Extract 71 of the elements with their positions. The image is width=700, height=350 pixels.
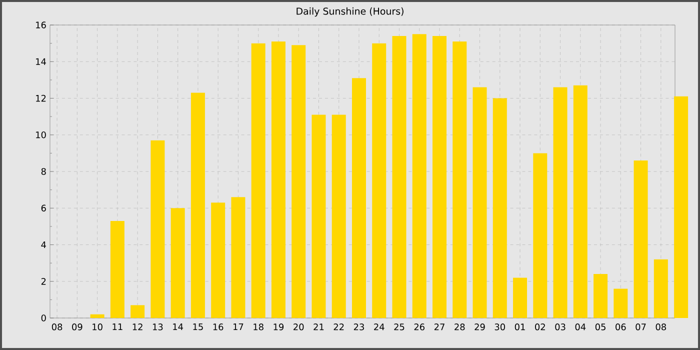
x-tick-label: 26 xyxy=(414,324,425,330)
bar xyxy=(170,208,185,318)
y-tick-label: 14 xyxy=(36,58,46,65)
bar xyxy=(513,278,528,318)
bar xyxy=(292,45,306,318)
bar xyxy=(674,96,688,318)
bar xyxy=(634,160,648,318)
x-tick-label: 19 xyxy=(274,324,284,330)
bar xyxy=(150,140,165,318)
bar xyxy=(472,87,487,318)
x-tick-label: 23 xyxy=(354,324,364,330)
x-tick-label: 25 xyxy=(394,324,404,330)
bar xyxy=(332,114,346,318)
y-tick-label: 12 xyxy=(36,94,46,102)
y-tick-label: 10 xyxy=(36,131,46,138)
bar xyxy=(412,34,426,318)
bar xyxy=(492,98,507,318)
x-tick-label: 10 xyxy=(92,324,102,330)
bar xyxy=(130,305,145,318)
x-tick-label: 08 xyxy=(52,324,62,330)
bar xyxy=(110,220,124,318)
bar xyxy=(211,202,226,318)
x-tick-label: 29 xyxy=(474,324,485,330)
x-tick-label: 02 xyxy=(535,324,545,330)
chart-title: Daily Sunshine (Hours) xyxy=(296,7,404,17)
bar xyxy=(190,92,205,318)
x-tick-label: 18 xyxy=(254,324,264,330)
y-tick-label: 8 xyxy=(41,168,46,175)
x-tick-label: 20 xyxy=(294,324,304,330)
x-tick-label: 03 xyxy=(555,324,566,330)
x-tick-label: 24 xyxy=(374,324,384,330)
bar xyxy=(533,153,548,318)
x-tick-label: 27 xyxy=(434,324,444,330)
y-tick-label: 2 xyxy=(41,278,46,285)
x-tick-label: 09 xyxy=(72,324,82,330)
y-tick-label: 0 xyxy=(41,314,46,322)
x-tick-label: 06 xyxy=(616,324,626,330)
x-tick-label: 15 xyxy=(193,324,203,330)
bar xyxy=(90,314,104,318)
bar xyxy=(392,36,406,318)
x-tick-label: 17 xyxy=(233,324,244,330)
bar xyxy=(231,197,246,318)
bar xyxy=(594,274,608,318)
x-tick-label: 05 xyxy=(595,324,606,330)
y-tick-label: 6 xyxy=(41,204,46,212)
x-tick-label: 11 xyxy=(112,324,122,330)
x-tick-label: 16 xyxy=(213,324,224,330)
bar xyxy=(573,85,588,318)
x-tick-label: 21 xyxy=(314,324,324,330)
x-tick-label: 01 xyxy=(514,324,525,330)
x-tick-label: 04 xyxy=(575,324,586,330)
y-tick-label: 4 xyxy=(41,241,46,248)
x-tick-label: 13 xyxy=(152,324,163,330)
bar xyxy=(553,87,568,318)
bar xyxy=(352,78,366,318)
bar xyxy=(452,41,467,318)
x-tick-label: 30 xyxy=(494,324,505,330)
bar xyxy=(432,36,447,318)
x-tick-label: 12 xyxy=(132,324,142,330)
bar xyxy=(251,43,266,318)
bar xyxy=(271,41,286,318)
x-tick-label: 14 xyxy=(173,324,184,330)
bar xyxy=(372,43,386,318)
x-tick-label: 28 xyxy=(454,324,465,330)
y-tick-label: 16 xyxy=(36,22,46,28)
bar xyxy=(654,259,668,318)
x-tick-label: 22 xyxy=(334,324,344,330)
bar xyxy=(312,114,326,318)
x-tick-label: 08 xyxy=(656,324,666,330)
bar xyxy=(614,288,628,318)
x-tick-label: 07 xyxy=(636,324,646,330)
